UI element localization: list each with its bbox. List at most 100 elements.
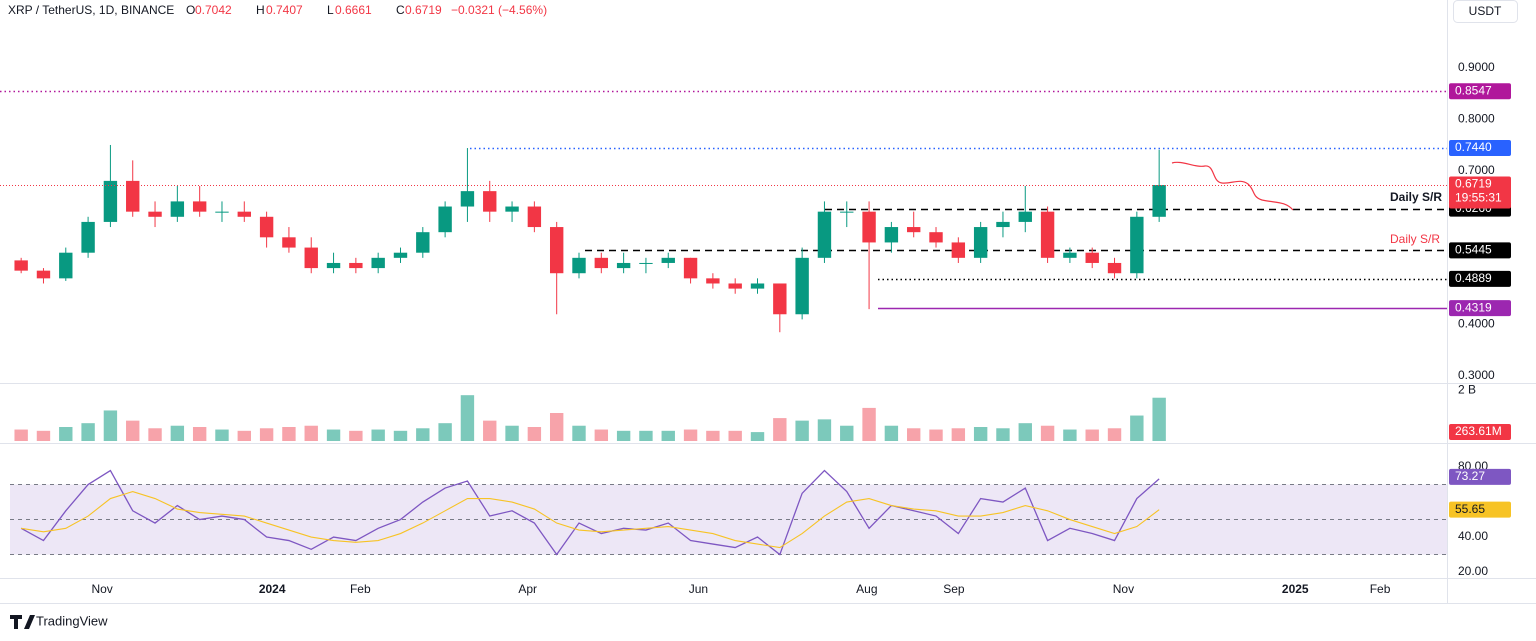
- volume-bar: [438, 423, 452, 441]
- volume-bar: [1018, 423, 1032, 441]
- level-label-bg: [1449, 300, 1511, 317]
- candle-body: [192, 201, 207, 212]
- x-tick-label: Nov: [91, 582, 112, 596]
- volume-bar: [728, 430, 742, 441]
- candle-body: [1085, 252, 1099, 263]
- level-label-bg: [1449, 140, 1511, 157]
- ohlc-key: O: [186, 3, 195, 17]
- countdown: 19:55:31: [1455, 191, 1502, 205]
- candle-body: [505, 206, 519, 212]
- y-tick-label: 2 B: [1458, 382, 1476, 396]
- candle-body: [750, 283, 765, 289]
- level-label: 0.7440: [1455, 140, 1492, 154]
- brand-logo: [10, 615, 35, 629]
- volume-bar: [1107, 428, 1122, 441]
- currency[interactable]: USDT: [1469, 4, 1502, 18]
- candle-body: [951, 242, 966, 258]
- volume-bar: [1040, 425, 1055, 441]
- candle-body: [103, 180, 118, 222]
- volume-bar: [661, 430, 675, 441]
- volume-bar: [483, 420, 497, 441]
- volume-bar: [237, 430, 251, 441]
- volume-bar: [951, 428, 966, 441]
- candle-body: [483, 191, 497, 212]
- volume-bar: [59, 427, 73, 441]
- volume-bar: [884, 425, 899, 441]
- rsi-band: [10, 484, 1447, 555]
- candle-body: [1130, 216, 1144, 274]
- candle-body: [126, 180, 140, 212]
- candle-body: [1107, 262, 1122, 274]
- volume-bar: [192, 427, 207, 441]
- candle-body: [1018, 211, 1032, 222]
- volume-bar: [706, 430, 720, 441]
- volume-tag-bg: [1449, 424, 1511, 440]
- ohlc-key: L: [327, 3, 334, 17]
- x-tick-label: 2024: [259, 582, 286, 596]
- x-tick-label: 2025: [1282, 582, 1309, 596]
- volume-bar: [817, 419, 832, 441]
- change: −0.0321 (−4.56%): [451, 3, 547, 17]
- ohlc-value: 0.6661: [335, 3, 372, 17]
- volume-bar: [572, 425, 586, 441]
- volume-bar: [349, 430, 363, 441]
- y-tick-label: 0.9000: [1458, 60, 1495, 74]
- candle-body: [81, 221, 95, 253]
- volume-bar: [549, 413, 564, 441]
- candle-body: [170, 201, 185, 217]
- volume-bar: [639, 430, 653, 441]
- candle-body: [304, 247, 318, 269]
- y-tick-label: 20.00: [1458, 564, 1488, 578]
- volume-bar: [126, 420, 140, 441]
- x-tick-label: Feb: [1370, 582, 1391, 596]
- candle-body: [973, 227, 988, 258]
- volume-bar: [1085, 429, 1099, 441]
- volume-bar: [750, 432, 765, 441]
- level-label-bg: [1449, 83, 1511, 100]
- volume-bar: [148, 428, 162, 441]
- candle-body: [884, 227, 899, 243]
- level-label-bg: [1449, 242, 1511, 259]
- volume-bar: [416, 428, 430, 441]
- candle-body: [773, 283, 787, 315]
- candle-body: [929, 232, 943, 243]
- candle-body: [661, 257, 675, 263]
- volume-bar: [326, 429, 341, 441]
- candle-body: [36, 270, 51, 279]
- ohlc-value: 0.6719: [405, 3, 442, 17]
- currency-button[interactable]: [1453, 0, 1518, 23]
- price-tag: 0.6719: [1455, 177, 1492, 191]
- volume-bar: [1152, 397, 1166, 441]
- y-tick-label: 0.8000: [1458, 111, 1495, 125]
- candle-body: [326, 262, 341, 269]
- rsi-line: [21, 490, 1160, 549]
- x-tick-label: Jun: [689, 582, 708, 596]
- y-tick-label: 0.4000: [1458, 317, 1495, 331]
- level-label: 0.4319: [1455, 300, 1492, 314]
- candle-body: [996, 221, 1010, 228]
- projection-drawing: [1171, 161, 1294, 211]
- volume-bar: [773, 418, 787, 441]
- price-tag-bg: [1449, 176, 1511, 209]
- rsi-tag: 55.65: [1455, 502, 1485, 516]
- ohlc-key: H: [256, 3, 265, 17]
- rsi-tag: 73.27: [1455, 469, 1485, 483]
- volume-bar: [862, 407, 876, 441]
- volume-bar: [996, 428, 1010, 441]
- volume-bar: [1063, 429, 1077, 441]
- candle-body: [683, 257, 698, 279]
- y-tick-label: 40.00: [1458, 529, 1488, 543]
- y-tick-label: 0.3000: [1458, 368, 1495, 382]
- volume-bar: [1130, 415, 1144, 441]
- candle-body: [639, 262, 653, 264]
- volume-bar: [393, 430, 408, 441]
- volume-bar: [36, 430, 51, 441]
- volume-bar: [505, 425, 519, 441]
- candle-body: [795, 257, 809, 315]
- rsi-tag-bg: [1449, 468, 1511, 485]
- volume-bar: [683, 429, 698, 441]
- candle-body: [840, 211, 854, 213]
- volume-bar: [14, 429, 28, 441]
- candle-body: [706, 278, 720, 284]
